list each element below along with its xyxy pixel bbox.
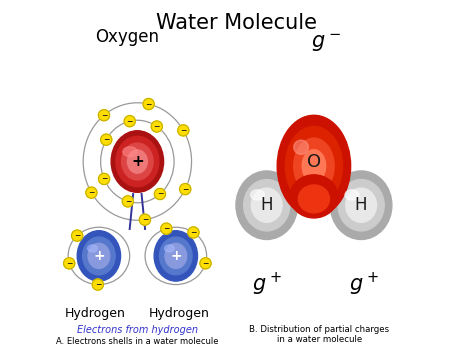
Text: −: − <box>146 100 152 108</box>
Ellipse shape <box>164 245 174 252</box>
Text: Hydrogen: Hydrogen <box>149 307 210 320</box>
Circle shape <box>100 134 112 145</box>
Text: $g^+$: $g^+$ <box>349 270 378 298</box>
Ellipse shape <box>82 237 115 275</box>
Ellipse shape <box>285 126 343 206</box>
Text: −: − <box>103 135 109 144</box>
Ellipse shape <box>165 243 187 269</box>
Circle shape <box>92 279 103 290</box>
Circle shape <box>139 214 151 225</box>
Ellipse shape <box>122 143 153 180</box>
Text: Oxygen: Oxygen <box>95 28 159 46</box>
Ellipse shape <box>236 171 298 239</box>
Text: −: − <box>163 224 170 233</box>
Ellipse shape <box>330 171 392 239</box>
Circle shape <box>124 115 135 127</box>
Ellipse shape <box>338 179 384 231</box>
Circle shape <box>99 173 109 185</box>
Ellipse shape <box>88 243 110 269</box>
Text: −: − <box>101 174 107 184</box>
Ellipse shape <box>123 147 137 157</box>
Text: −: − <box>182 185 188 194</box>
Text: −: − <box>125 197 131 206</box>
Circle shape <box>155 188 165 200</box>
Text: +: + <box>170 249 182 263</box>
Text: −: − <box>95 280 101 289</box>
Circle shape <box>161 223 172 234</box>
Text: −: − <box>88 188 95 197</box>
Text: $g^+$: $g^+$ <box>252 270 282 298</box>
Circle shape <box>99 110 109 121</box>
Text: −: − <box>180 126 186 135</box>
Ellipse shape <box>160 237 192 275</box>
Circle shape <box>143 99 154 110</box>
Text: Water Molecule: Water Molecule <box>156 13 318 33</box>
Ellipse shape <box>345 190 359 200</box>
Ellipse shape <box>298 185 329 213</box>
Ellipse shape <box>294 138 334 194</box>
Text: −: − <box>190 228 197 237</box>
Circle shape <box>200 258 211 269</box>
Ellipse shape <box>111 131 164 192</box>
Ellipse shape <box>77 231 120 281</box>
Text: −: − <box>157 190 163 199</box>
Text: $g^-$: $g^-$ <box>311 32 341 54</box>
Text: −: − <box>154 122 160 131</box>
Text: +: + <box>93 249 105 263</box>
Ellipse shape <box>290 175 338 218</box>
Circle shape <box>178 125 189 136</box>
Text: −: − <box>101 111 107 120</box>
Text: −: − <box>74 231 80 240</box>
Ellipse shape <box>302 150 326 182</box>
Text: A. Electrons shells in a water molecule: A. Electrons shells in a water molecule <box>56 337 219 346</box>
Text: B. Distribution of partial charges
in a water molecule: B. Distribution of partial charges in a … <box>249 325 389 344</box>
Ellipse shape <box>346 188 376 222</box>
Circle shape <box>64 258 75 269</box>
Text: −: − <box>202 259 209 268</box>
Text: Electrons from hydrogen: Electrons from hydrogen <box>77 325 198 335</box>
Ellipse shape <box>116 136 159 187</box>
Text: +: + <box>131 154 144 169</box>
Text: −: − <box>66 259 73 268</box>
Ellipse shape <box>154 231 198 281</box>
Text: H: H <box>261 196 273 214</box>
Ellipse shape <box>251 190 264 200</box>
Circle shape <box>86 187 97 198</box>
Ellipse shape <box>244 179 290 231</box>
Text: H: H <box>355 196 367 214</box>
Ellipse shape <box>277 115 351 217</box>
Circle shape <box>180 184 191 195</box>
Text: −: − <box>142 215 148 224</box>
Circle shape <box>72 230 83 241</box>
Text: Hydrogen: Hydrogen <box>65 307 126 320</box>
Text: −: − <box>127 117 133 126</box>
Ellipse shape <box>88 245 97 252</box>
Ellipse shape <box>128 150 147 173</box>
Ellipse shape <box>251 188 282 222</box>
Circle shape <box>151 121 163 132</box>
Circle shape <box>122 196 134 207</box>
Circle shape <box>188 227 199 238</box>
Text: O: O <box>307 153 321 171</box>
Ellipse shape <box>294 140 309 154</box>
